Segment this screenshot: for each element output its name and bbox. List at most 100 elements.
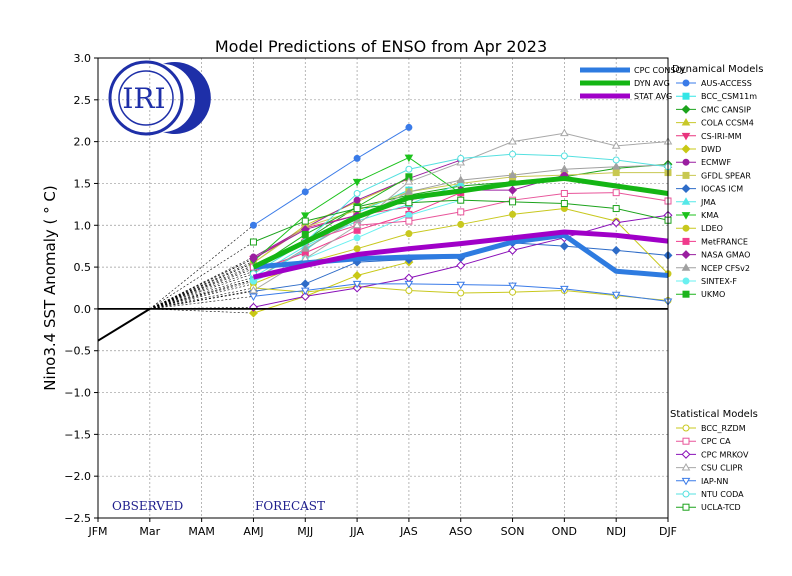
point-csu-clipr bbox=[404, 177, 414, 185]
legend-marker-dwd bbox=[681, 144, 691, 154]
average-series bbox=[252, 175, 669, 280]
avg-line-dyn-avg bbox=[252, 175, 669, 270]
observed-label: OBSERVED bbox=[112, 499, 183, 513]
x-tick-label: OND bbox=[552, 525, 577, 538]
legend-label-metfrance: MetFRANCE bbox=[701, 237, 748, 246]
legend-marker-gfdl-spear bbox=[682, 171, 690, 179]
legend-label-gfdl-spear: GFDL SPEAR bbox=[701, 171, 751, 180]
point-aus-access bbox=[301, 188, 309, 196]
point-ntu-coda bbox=[560, 152, 568, 160]
point-csu-clipr bbox=[611, 141, 621, 149]
point-ldeo bbox=[405, 230, 413, 238]
point-cpc-mrkov bbox=[611, 218, 621, 228]
legend-marker-iocas-icm bbox=[681, 184, 691, 194]
point-bcc-rzdm bbox=[457, 289, 465, 297]
link-cpc-ca bbox=[149, 266, 254, 310]
point-sintex-f bbox=[405, 211, 413, 219]
point-csu-clipr bbox=[508, 137, 517, 145]
legend-label-cpc-ca: CPC CA bbox=[701, 437, 731, 446]
point-iap-nn bbox=[249, 293, 258, 301]
legend-marker-sintex-f bbox=[682, 277, 690, 285]
y-tick-label: −1.5 bbox=[64, 428, 91, 441]
point-iap-nn bbox=[611, 291, 621, 300]
avg-line-stat-avg bbox=[252, 229, 669, 280]
statistical-models-heading: Statistical Models bbox=[670, 409, 758, 420]
legend-label-cpc-mrkov: CPC MRKOV bbox=[701, 450, 749, 459]
legend-marker-csu-clipr bbox=[681, 462, 691, 471]
legend-label-sintex-f: SINTEX-F bbox=[701, 277, 737, 286]
point-ldeo bbox=[353, 245, 361, 253]
legend-label-cpc-consol: CPC CONSOL bbox=[634, 66, 687, 75]
axes-frame bbox=[97, 57, 669, 519]
legend-label-bcc-csm11m: BCC_CSM11m bbox=[701, 92, 757, 101]
legend-label-jma: JMA bbox=[700, 198, 716, 207]
point-ukmo bbox=[301, 230, 309, 238]
link-ldeo bbox=[149, 283, 254, 310]
point-aus-access bbox=[353, 154, 361, 162]
x-tick-label: JFM bbox=[87, 525, 107, 538]
point-ntu-coda bbox=[405, 165, 413, 173]
point-iocas-icm bbox=[559, 241, 569, 251]
y-tick-label: −1.0 bbox=[64, 387, 91, 400]
legend-label-cola-ccsm4: COLA CCSM4 bbox=[701, 119, 754, 128]
point-ucla-tcd bbox=[457, 196, 465, 204]
point-kma bbox=[352, 178, 362, 187]
point-ucla-tcd bbox=[560, 200, 568, 208]
legend-marker-cs-iri-mm bbox=[681, 132, 691, 141]
legend-marker-kma bbox=[681, 212, 691, 220]
y-tick-label: −2.5 bbox=[64, 512, 91, 525]
link-ucla-tcd bbox=[149, 241, 254, 310]
point-iap-nn bbox=[300, 287, 310, 296]
series-ukmo bbox=[253, 176, 410, 270]
chart-title: Model Predictions of ENSO from Apr 2023 bbox=[215, 37, 547, 56]
legend-marker-bcc-rzdm bbox=[682, 424, 690, 432]
forecast-label: FORECAST bbox=[255, 499, 325, 513]
series-dwd bbox=[253, 261, 410, 314]
legend-label-ncep-cfsv2: NCEP CFSv2 bbox=[701, 264, 750, 273]
legend-marker-ucla-tcd bbox=[682, 503, 690, 511]
tick-labels: JFM Mar MAM AMJ MJJ JJA JAS ASO SON OND NDJ DJF 3.0 2… bbox=[64, 52, 677, 538]
legend-marker-iap-nn bbox=[681, 477, 691, 486]
point-csu-clipr bbox=[352, 220, 362, 229]
link-sintex-f bbox=[149, 281, 254, 310]
legend-marker-nasa-gmao bbox=[681, 250, 691, 260]
legend-label-ukmo: UKMO bbox=[701, 290, 725, 299]
legend-label-ucla-tcd: UCLA-TCD bbox=[701, 503, 741, 512]
point-ucla-tcd bbox=[612, 205, 620, 213]
point-csu-clipr bbox=[456, 157, 466, 166]
observed-segment bbox=[97, 308, 151, 342]
legend-label-ntu-coda: NTU CODA bbox=[701, 490, 744, 499]
y-tick-label: 2.0 bbox=[74, 136, 92, 149]
link-gfdl-spear bbox=[149, 262, 254, 310]
point-aus-access bbox=[405, 123, 413, 131]
point-cpc-ca bbox=[405, 217, 413, 225]
logo-text: IRI bbox=[122, 82, 165, 115]
x-tick-label: Mar bbox=[139, 525, 160, 538]
point-cpc-mrkov bbox=[300, 291, 310, 301]
x-tick-label: JAS bbox=[399, 525, 418, 538]
legend-marker-cmc-cansip bbox=[681, 104, 691, 114]
point-kma bbox=[300, 212, 310, 220]
point-ntu-coda bbox=[509, 150, 517, 158]
iri-logo: IRI bbox=[108, 60, 211, 136]
legend-marker-ecmwf bbox=[682, 158, 690, 166]
point-iap-nn bbox=[560, 285, 569, 294]
plot-frame bbox=[97, 57, 669, 519]
point-ntu-coda bbox=[457, 154, 465, 162]
y-axis-label: Nino3.4 SST Anomaly ( ° C) bbox=[41, 185, 59, 390]
link-kma bbox=[149, 260, 254, 310]
logo-ring-outer bbox=[108, 60, 184, 136]
legend-marker-metfrance bbox=[682, 237, 690, 245]
legend-marker-ntu-coda bbox=[682, 490, 690, 498]
point-ncep-cfsv2 bbox=[508, 170, 517, 178]
legend-label-kma: KMA bbox=[701, 211, 719, 220]
x-tick-label: NDJ bbox=[606, 525, 626, 538]
point-csu-clipr bbox=[560, 128, 569, 137]
point-gfdl-spear bbox=[612, 169, 620, 177]
point-iap-nn bbox=[456, 281, 466, 290]
point-ucla-tcd bbox=[301, 217, 309, 225]
series-aus-access bbox=[253, 126, 410, 226]
legend-label-iocas-icm: IOCAS ICM bbox=[701, 185, 743, 194]
